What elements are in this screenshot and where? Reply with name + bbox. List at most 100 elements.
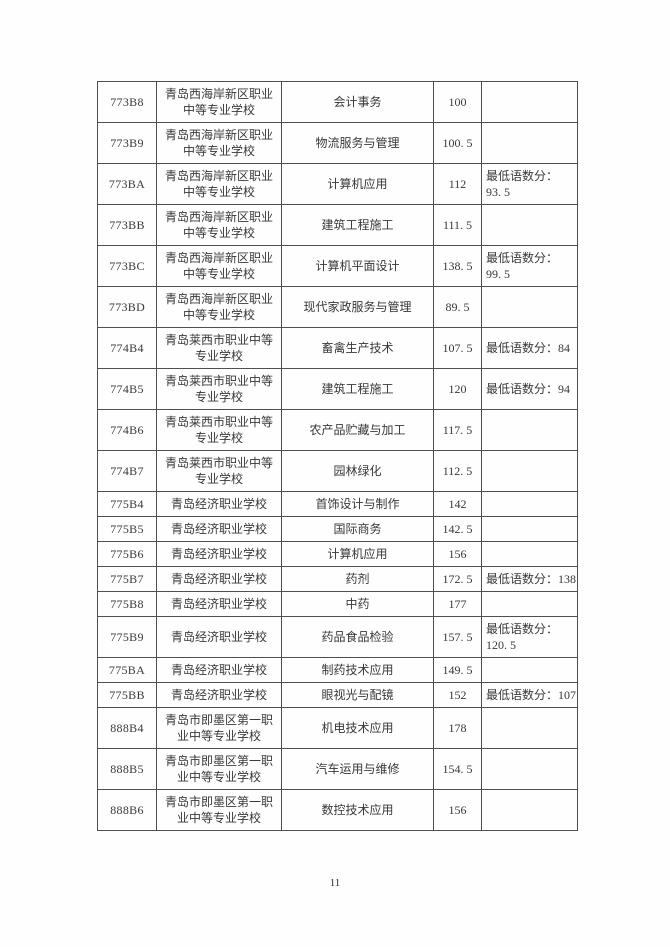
school-code-cell: 775B9 [97, 616, 157, 658]
table-row: 774B5 青岛莱西市职业中等 专业学校 建筑工程施工 120 最低语数分：94 [97, 368, 578, 410]
major-name-cell: 数控技术应用 [281, 789, 434, 831]
table-row: 773B8 青岛西海岸新区职业 中等专业学校 会计事务 100 [97, 81, 578, 123]
table-row: 888B6 青岛市即墨区第一职 业中等专业学校 数控技术应用 156 [97, 789, 578, 831]
table-row: 775B4 青岛经济职业学校 首饰设计与制作 142 [97, 491, 578, 517]
major-name-cell: 现代家政服务与管理 [281, 286, 434, 328]
page-number: 11 [329, 877, 341, 889]
min-score-note-cell [481, 748, 578, 790]
school-code-cell: 773BA [97, 163, 157, 205]
major-name-cell: 建筑工程施工 [281, 204, 434, 246]
major-name-cell: 首饰设计与制作 [281, 491, 434, 517]
min-score-note-cell [481, 541, 578, 567]
major-name-cell: 建筑工程施工 [281, 368, 434, 410]
min-score-note-cell [481, 516, 578, 542]
table-row: 888B5 青岛市即墨区第一职 业中等专业学校 汽车运用与维修 154. 5 [97, 748, 578, 790]
major-name-cell: 计算机平面设计 [281, 245, 434, 287]
major-name-cell: 会计事务 [281, 81, 434, 123]
score-table-body: 773B8 青岛西海岸新区职业 中等专业学校 会计事务 100 773B9 青岛… [97, 81, 578, 831]
school-name-cell: 青岛西海岸新区职业 中等专业学校 [156, 122, 282, 164]
score-cell: 152 [433, 682, 482, 708]
school-name-cell: 青岛莱西市职业中等 专业学校 [156, 327, 282, 369]
score-cell: 157. 5 [433, 616, 482, 658]
school-name-cell: 青岛经济职业学校 [156, 541, 282, 567]
min-score-note-cell: 最低语数分： 120. 5 [481, 616, 578, 658]
score-cell: 89. 5 [433, 286, 482, 328]
min-score-note-cell [481, 789, 578, 831]
min-score-note-cell [481, 122, 578, 164]
table-row: 773BA 青岛西海岸新区职业 中等专业学校 计算机应用 112 最低语数分： … [97, 163, 578, 205]
score-cell: 112 [433, 163, 482, 205]
school-name-cell: 青岛经济职业学校 [156, 616, 282, 658]
score-cell: 178 [433, 707, 482, 749]
school-name-cell: 青岛市即墨区第一职 业中等专业学校 [156, 707, 282, 749]
major-name-cell: 药剂 [281, 566, 434, 592]
score-cell: 142. 5 [433, 516, 482, 542]
score-cell: 149. 5 [433, 657, 482, 683]
school-name-cell: 青岛莱西市职业中等 专业学校 [156, 450, 282, 492]
school-name-cell: 青岛西海岸新区职业 中等专业学校 [156, 245, 282, 287]
table-row: 774B6 青岛莱西市职业中等 专业学校 农产品贮藏与加工 117. 5 [97, 409, 578, 451]
school-name-cell: 青岛经济职业学校 [156, 682, 282, 708]
min-score-note-cell: 最低语数分：94 [481, 368, 578, 410]
school-name-cell: 青岛西海岸新区职业 中等专业学校 [156, 286, 282, 328]
school-code-cell: 775B7 [97, 566, 157, 592]
score-cell: 156 [433, 541, 482, 567]
min-score-note-cell [481, 286, 578, 328]
score-cell: 138. 5 [433, 245, 482, 287]
min-score-note-cell [481, 591, 578, 617]
school-name-cell: 青岛市即墨区第一职 业中等专业学校 [156, 748, 282, 790]
min-score-note-cell [481, 491, 578, 517]
school-name-cell: 青岛市即墨区第一职 业中等专业学校 [156, 789, 282, 831]
table-row: 775B8 青岛经济职业学校 中药 177 [97, 591, 578, 617]
school-code-cell: 773B9 [97, 122, 157, 164]
table-row: 888B4 青岛市即墨区第一职 业中等专业学校 机电技术应用 178 [97, 707, 578, 749]
table-row: 775B9 青岛经济职业学校 药品食品检验 157. 5 最低语数分： 120.… [97, 616, 578, 658]
major-name-cell: 汽车运用与维修 [281, 748, 434, 790]
school-code-cell: 774B4 [97, 327, 157, 369]
score-cell: 120 [433, 368, 482, 410]
school-code-cell: 775B8 [97, 591, 157, 617]
school-code-cell: 775B5 [97, 516, 157, 542]
major-name-cell: 计算机应用 [281, 163, 434, 205]
score-cell: 177 [433, 591, 482, 617]
school-code-cell: 775BA [97, 657, 157, 683]
min-score-note-cell [481, 657, 578, 683]
table-row: 775B5 青岛经济职业学校 国际商务 142. 5 [97, 516, 578, 542]
score-cell: 100. 5 [433, 122, 482, 164]
min-score-note-cell: 最低语数分：138 [481, 566, 578, 592]
admission-score-table: 773B8 青岛西海岸新区职业 中等专业学校 会计事务 100 773B9 青岛… [97, 81, 578, 831]
school-code-cell: 774B6 [97, 409, 157, 451]
table-row: 775B6 青岛经济职业学校 计算机应用 156 [97, 541, 578, 567]
school-name-cell: 青岛经济职业学校 [156, 566, 282, 592]
school-name-cell: 青岛莱西市职业中等 专业学校 [156, 409, 282, 451]
table-row: 775B7 青岛经济职业学校 药剂 172. 5 最低语数分：138 [97, 566, 578, 592]
min-score-note-cell [481, 409, 578, 451]
school-code-cell: 775B6 [97, 541, 157, 567]
min-score-note-cell [481, 450, 578, 492]
min-score-note-cell [481, 204, 578, 246]
school-code-cell: 775B4 [97, 491, 157, 517]
table-row: 773BB 青岛西海岸新区职业 中等专业学校 建筑工程施工 111. 5 [97, 204, 578, 246]
table-row: 775BA 青岛经济职业学校 制药技术应用 149. 5 [97, 657, 578, 683]
min-score-note-cell: 最低语数分： 93. 5 [481, 163, 578, 205]
school-name-cell: 青岛经济职业学校 [156, 491, 282, 517]
school-code-cell: 888B5 [97, 748, 157, 790]
major-name-cell: 机电技术应用 [281, 707, 434, 749]
major-name-cell: 眼视光与配镜 [281, 682, 434, 708]
score-cell: 172. 5 [433, 566, 482, 592]
school-code-cell: 773BB [97, 204, 157, 246]
score-cell: 107. 5 [433, 327, 482, 369]
score-cell: 154. 5 [433, 748, 482, 790]
major-name-cell: 畜禽生产技术 [281, 327, 434, 369]
table-row: 775BB 青岛经济职业学校 眼视光与配镜 152 最低语数分：107 [97, 682, 578, 708]
major-name-cell: 园林绿化 [281, 450, 434, 492]
score-cell: 111. 5 [433, 204, 482, 246]
min-score-note-cell [481, 81, 578, 123]
major-name-cell: 中药 [281, 591, 434, 617]
school-name-cell: 青岛经济职业学校 [156, 516, 282, 542]
major-name-cell: 物流服务与管理 [281, 122, 434, 164]
table-row: 773BD 青岛西海岸新区职业 中等专业学校 现代家政服务与管理 89. 5 [97, 286, 578, 328]
major-name-cell: 计算机应用 [281, 541, 434, 567]
school-name-cell: 青岛西海岸新区职业 中等专业学校 [156, 204, 282, 246]
